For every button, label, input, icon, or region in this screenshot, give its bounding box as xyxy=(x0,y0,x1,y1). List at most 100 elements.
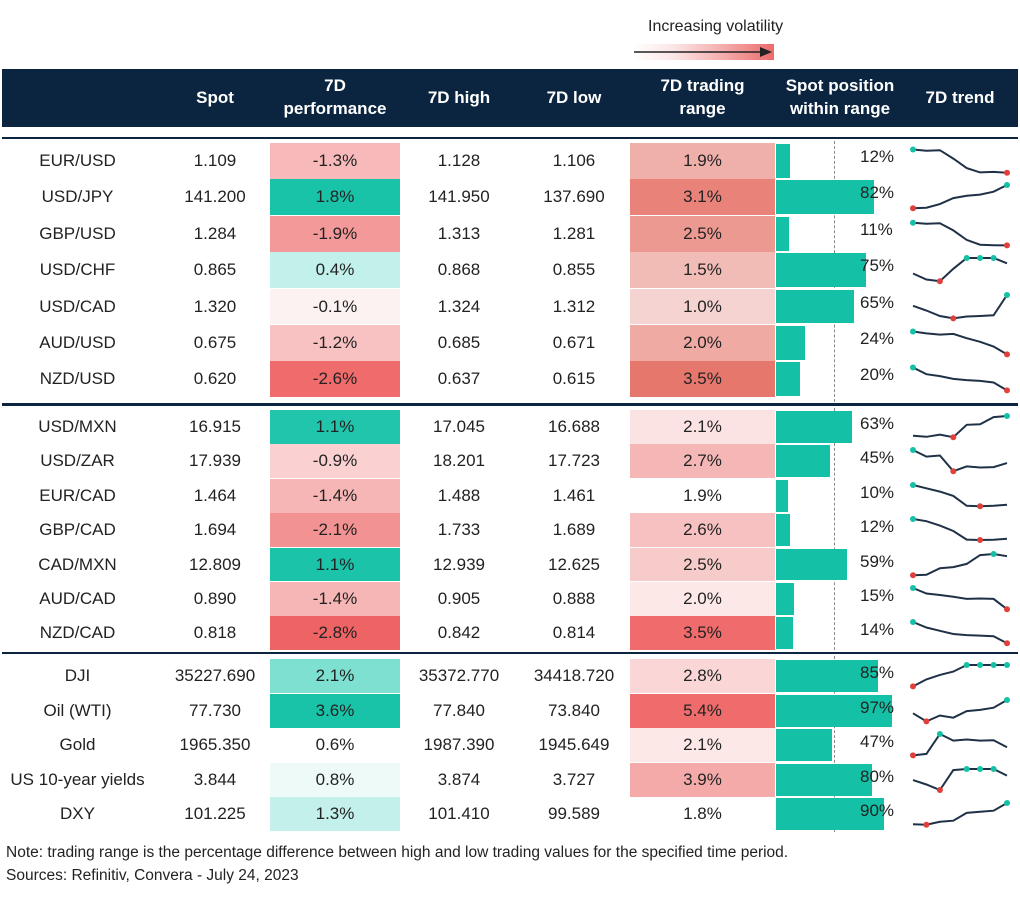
trend-low-marker xyxy=(950,468,957,475)
cell-name: NZD/USD xyxy=(39,369,116,389)
cell-high: 0.842 xyxy=(437,623,481,643)
cell-low: 0.671 xyxy=(552,332,596,352)
header-high: 7D high xyxy=(427,87,491,107)
trend-line xyxy=(912,518,1008,542)
table-row: AUD/CAD 0.890 -1.4% 0.905 0.888 2.0% 15% xyxy=(0,582,1020,616)
cell-low: 1.281 xyxy=(552,223,596,243)
position-value: 47% xyxy=(860,732,895,752)
position-value: 15% xyxy=(860,586,895,605)
position-bar xyxy=(776,216,790,251)
trend-low-marker xyxy=(1004,169,1010,176)
position-bar xyxy=(776,411,852,443)
trend-line xyxy=(912,330,1008,356)
trend-high-marker xyxy=(963,765,970,772)
cell-perf: 0.6% xyxy=(270,728,400,763)
cell-spot: 1.284 xyxy=(193,223,237,243)
cell-perf: -1.4% xyxy=(270,582,400,616)
cell-high: 1.324 xyxy=(437,296,481,316)
trend-high-marker xyxy=(977,662,984,668)
table-row: GBP/CAD 1.694 -2.1% 1.733 1.689 2.6% 12% xyxy=(0,513,1020,548)
trend-line xyxy=(912,449,1008,473)
cell-high: 1.733 xyxy=(437,520,481,540)
cell-range: 2.5% xyxy=(630,547,775,582)
trend-low-marker xyxy=(1004,640,1010,647)
trend-high-marker xyxy=(910,516,916,523)
cell-range: 1.9% xyxy=(630,478,775,513)
cell-low: 1.461 xyxy=(552,485,596,505)
header-trend: 7D trend xyxy=(925,87,995,107)
cell-high: 1.128 xyxy=(437,150,481,170)
table-row: DJI 35227.690 2.1% 35372.770 34418.720 2.8% 85… xyxy=(0,659,1020,694)
position-bar xyxy=(776,144,791,178)
trend-sparkline xyxy=(910,146,1010,176)
trend-low-marker xyxy=(950,314,957,321)
position-bar xyxy=(776,253,866,288)
cell-range: 2.1% xyxy=(630,728,775,763)
group-divider xyxy=(2,403,1018,406)
trend-sparkline xyxy=(910,219,1010,249)
trend-high-marker xyxy=(910,585,916,591)
volatility-arrow-icon xyxy=(634,47,772,57)
trend-line xyxy=(912,587,1008,610)
trend-low-marker xyxy=(923,717,930,724)
trend-high-marker xyxy=(990,255,997,262)
position-bar xyxy=(776,694,893,727)
trend-high-marker xyxy=(977,765,984,772)
position-value: 65% xyxy=(860,292,895,312)
cell-low: 99.589 xyxy=(548,804,600,824)
trend-high-marker xyxy=(1004,800,1010,807)
position-bar xyxy=(776,660,878,693)
trend-low-marker xyxy=(1004,387,1010,394)
cell-spot: 141.200 xyxy=(184,187,246,207)
cell-name: AUD/USD xyxy=(39,332,116,352)
position-bar xyxy=(776,479,788,512)
cell-range: 2.1% xyxy=(630,410,775,444)
trend-high-marker xyxy=(963,662,970,668)
cell-name: USD/ZAR xyxy=(40,451,115,471)
cell-low: 0.855 xyxy=(552,260,596,280)
cell-range: 3.5% xyxy=(630,361,775,398)
trend-high-marker xyxy=(910,328,916,335)
cell-perf: 1.3% xyxy=(270,797,400,832)
trend-high-marker xyxy=(977,255,984,262)
table-row: US 10-year yields 3.844 0.8% 3.874 3.727 3.9%… xyxy=(0,762,1020,797)
trend-low-marker xyxy=(977,537,984,544)
trend-high-marker xyxy=(990,662,997,668)
cell-name: DJI xyxy=(64,666,91,686)
trend-high-marker xyxy=(910,364,916,371)
table-row: DXY 101.225 1.3% 101.410 99.589 1.8% 90% xyxy=(0,797,1020,832)
cell-high: 0.905 xyxy=(437,588,481,608)
cell-low: 34418.720 xyxy=(533,666,615,686)
table-row: CAD/MXN 12.809 1.1% 12.939 12.625 2.5% 59% xyxy=(0,547,1020,582)
cell-high: 0.868 xyxy=(437,260,481,280)
trend-line xyxy=(912,415,1008,439)
cell-perf: 1.1% xyxy=(270,547,400,582)
trend-high-marker xyxy=(936,731,943,738)
cell-low: 1.312 xyxy=(552,296,596,316)
trend-line xyxy=(912,698,1008,723)
trend-line xyxy=(912,767,1008,792)
table-row: NZD/USD 0.620 -2.6% 0.637 0.615 3.5% 20% xyxy=(0,361,1020,398)
cell-name: USD/JPY xyxy=(41,187,114,207)
trend-sparkline xyxy=(912,696,1010,724)
trend-high-marker xyxy=(1004,696,1010,703)
trend-low-marker xyxy=(910,205,916,212)
cell-range: 2.0% xyxy=(630,325,775,361)
cell-perf: 0.8% xyxy=(270,762,400,797)
cell-name: GBP/USD xyxy=(39,223,116,243)
footnote: Note: trading range is the percentage di… xyxy=(6,844,789,861)
cell-high: 141.950 xyxy=(428,187,490,207)
cell-spot: 0.890 xyxy=(193,588,237,608)
trend-sparkline xyxy=(910,731,1008,759)
cell-high: 0.685 xyxy=(437,332,481,352)
cell-range: 3.9% xyxy=(630,762,775,797)
trend-low-marker xyxy=(910,683,916,690)
cell-perf: -0.9% xyxy=(270,444,400,479)
position-value: 12% xyxy=(860,517,895,537)
position-bar xyxy=(776,289,854,324)
trend-sparkline xyxy=(912,765,1008,793)
cell-name: USD/CAD xyxy=(39,296,116,316)
trend-sparkline xyxy=(910,447,1008,475)
cell-low: 1.106 xyxy=(552,150,596,170)
table-row: AUD/USD 0.675 -1.2% 0.685 0.671 2.0% 24% xyxy=(0,325,1020,361)
